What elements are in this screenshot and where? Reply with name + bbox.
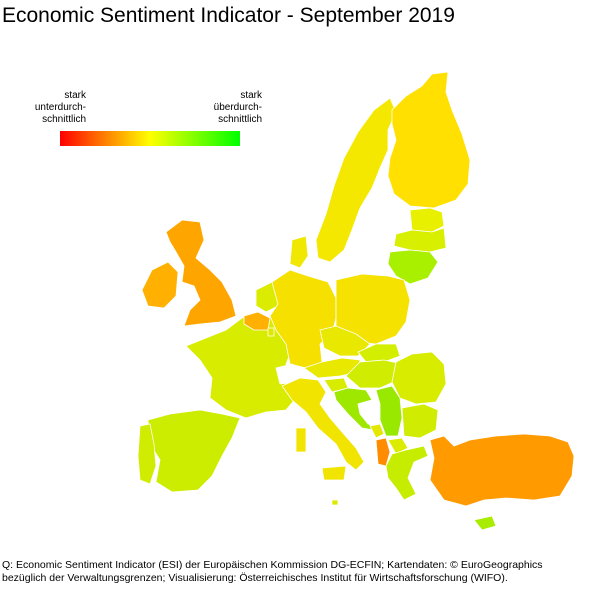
color-legend: stark unterdurch- schnittlich stark über…	[30, 90, 262, 150]
region-estonia	[409, 207, 445, 233]
legend-low-label: stark unterdurch- schnittlich	[34, 90, 86, 125]
region-italy	[295, 427, 307, 453]
region-serbia	[375, 385, 403, 437]
region-denmark	[289, 235, 309, 269]
region-greece	[385, 445, 429, 501]
region-bulgaria	[401, 403, 439, 439]
region-lithuania	[387, 249, 439, 285]
region-germany	[269, 269, 337, 369]
region-ireland	[141, 261, 179, 309]
region-finland	[387, 71, 471, 209]
region-poland	[335, 273, 411, 345]
region-romania	[391, 351, 447, 405]
region-portugal	[137, 423, 157, 485]
region-italy	[321, 465, 347, 481]
region-montenegro	[369, 423, 385, 439]
region-albania	[375, 437, 391, 467]
region-sweden	[315, 97, 397, 263]
region-italy	[281, 377, 365, 471]
legend-gradient-bar	[60, 131, 240, 146]
region-iceland	[83, 251, 119, 273]
region-cyprus	[473, 515, 497, 531]
region-spain	[147, 409, 241, 493]
region-uk	[165, 219, 237, 327]
region-latvia	[393, 227, 447, 253]
legend-high-label: stark überdurch- schnittlich	[213, 90, 262, 125]
region-turkey	[429, 433, 575, 507]
source-note: Q: Economic Sentiment Indicator (ESI) de…	[2, 559, 543, 584]
region-luxembourg	[267, 327, 275, 337]
region-malta	[331, 499, 339, 506]
map-title: Economic Sentiment Indicator - September…	[2, 4, 455, 27]
region-north-macedonia	[387, 437, 409, 455]
